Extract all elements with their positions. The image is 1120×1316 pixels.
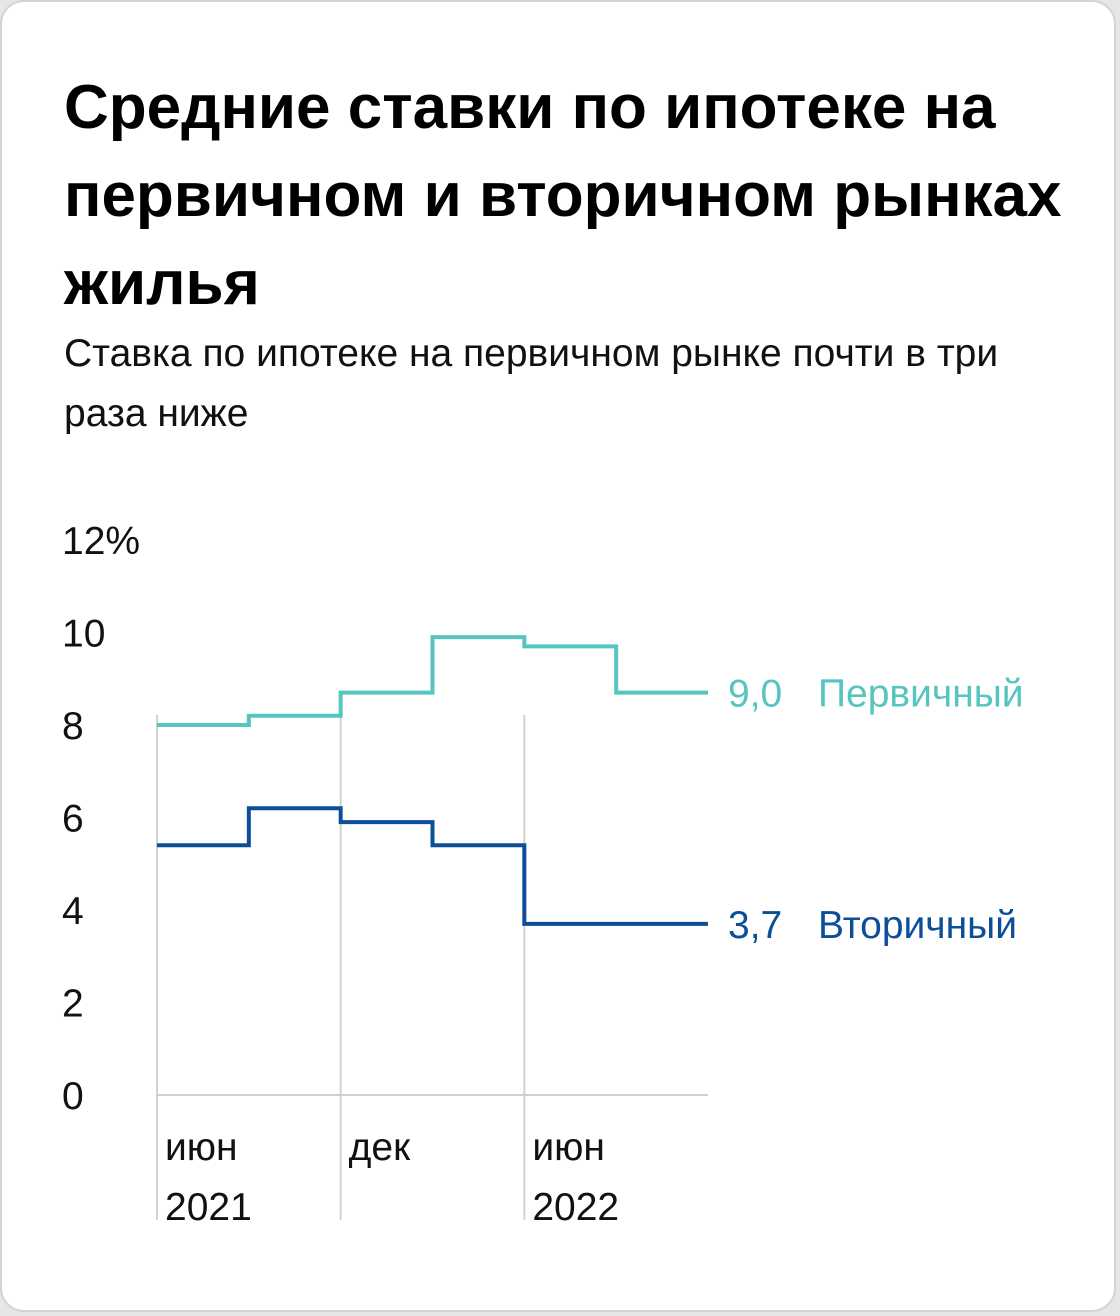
y-tick-label: 10 xyxy=(62,613,105,656)
series-end-name: Вторичный xyxy=(818,904,1017,947)
chart-grid xyxy=(156,715,708,1220)
series-end-labels: 9,0 Первичный 3,7 Вторичный xyxy=(728,673,1024,947)
chart-series xyxy=(157,635,708,926)
x-tick-label: дек xyxy=(349,1126,411,1169)
y-tick-label: 8 xyxy=(62,705,84,748)
chart-title: Средние ставки по ипотеке на первичном и… xyxy=(64,73,1062,318)
y-tick-label: 12% xyxy=(62,520,140,563)
series-line-secondary xyxy=(157,806,708,926)
x-tick-label: июн xyxy=(532,1126,605,1169)
y-tick-label: 6 xyxy=(62,798,84,841)
y-axis: 0 2 4 6 8 10 12% xyxy=(62,520,140,1118)
series-end-name: Первичный xyxy=(818,673,1024,716)
y-tick-label: 2 xyxy=(62,983,84,1026)
y-tick-label: 4 xyxy=(62,890,84,933)
chart-subtitle: Ставка по ипотеке на первичном рынке поч… xyxy=(64,332,999,435)
y-tick-label: 0 xyxy=(62,1075,84,1118)
x-tick-label-year: 2022 xyxy=(532,1186,619,1229)
series-end-value: 3,7 xyxy=(728,904,782,947)
x-tick-label-year: 2021 xyxy=(165,1186,252,1229)
x-axis: июн 2021 дек июн 2022 xyxy=(165,1126,619,1229)
series-line-primary xyxy=(157,635,708,727)
x-tick-label: июн xyxy=(165,1126,238,1169)
series-end-value: 9,0 xyxy=(728,673,782,716)
